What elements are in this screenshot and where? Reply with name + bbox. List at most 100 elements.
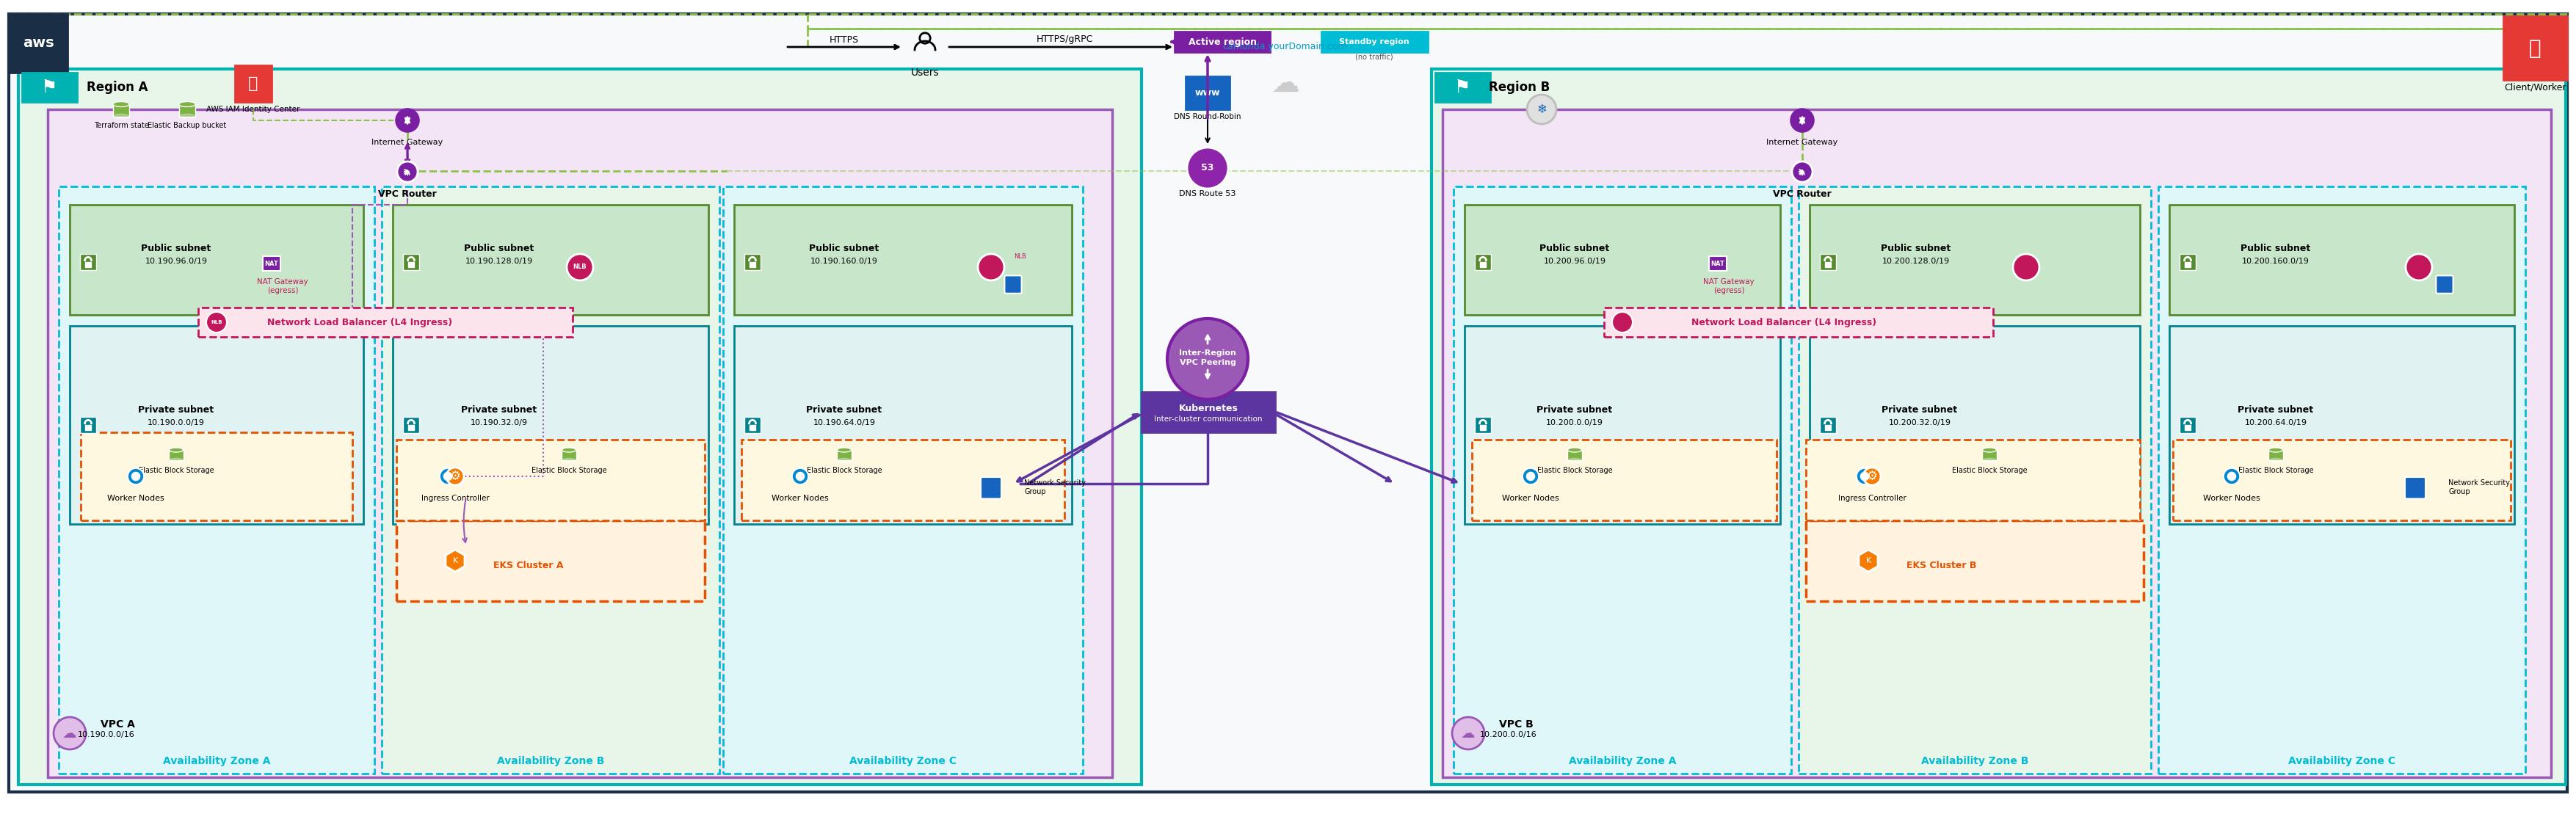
- FancyBboxPatch shape: [1435, 73, 1492, 102]
- Circle shape: [791, 468, 809, 485]
- Circle shape: [206, 312, 227, 333]
- Ellipse shape: [837, 458, 850, 462]
- FancyBboxPatch shape: [234, 65, 270, 102]
- Circle shape: [1613, 312, 1633, 333]
- Text: Private subnet: Private subnet: [1883, 405, 1958, 415]
- Text: K: K: [1865, 557, 1870, 564]
- Text: Terraform state: Terraform state: [93, 122, 149, 130]
- FancyBboxPatch shape: [397, 440, 706, 520]
- Ellipse shape: [562, 458, 577, 462]
- Circle shape: [1167, 319, 1247, 400]
- FancyBboxPatch shape: [1432, 69, 2566, 785]
- Ellipse shape: [178, 102, 196, 107]
- Bar: [263, 257, 281, 271]
- Text: HTTPS: HTTPS: [829, 35, 858, 44]
- FancyBboxPatch shape: [1185, 76, 1229, 110]
- Bar: [1479, 425, 1486, 430]
- FancyBboxPatch shape: [742, 440, 1064, 520]
- Bar: [407, 262, 415, 267]
- Bar: [1824, 425, 1832, 430]
- Text: AWS IAM Identity Center: AWS IAM Identity Center: [206, 105, 299, 113]
- Text: HTTPS/gRPC: HTTPS/gRPC: [1036, 35, 1092, 44]
- Bar: [80, 417, 95, 433]
- Text: Network Security
Group: Network Security Group: [1025, 479, 1084, 495]
- Text: Worker Nodes: Worker Nodes: [773, 495, 829, 502]
- Bar: [1569, 450, 1582, 461]
- Bar: [85, 262, 90, 267]
- FancyBboxPatch shape: [2159, 186, 2524, 773]
- Text: Internet Gateway: Internet Gateway: [371, 139, 443, 146]
- Text: Worker Nodes: Worker Nodes: [1502, 495, 1558, 502]
- Ellipse shape: [1984, 458, 1996, 462]
- Text: Private subnet: Private subnet: [806, 405, 881, 415]
- Text: VPC Peering: VPC Peering: [1180, 359, 1236, 366]
- FancyBboxPatch shape: [23, 73, 77, 102]
- FancyBboxPatch shape: [70, 205, 363, 315]
- Bar: [407, 425, 415, 430]
- FancyBboxPatch shape: [8, 14, 2568, 792]
- Text: Inter-Region: Inter-Region: [1180, 349, 1236, 357]
- Text: Network Security
Group: Network Security Group: [2447, 479, 2509, 495]
- Text: Elastic Backup bucket: Elastic Backup bucket: [147, 122, 227, 130]
- Text: Worker Nodes: Worker Nodes: [108, 495, 165, 502]
- Text: Public subnet: Public subnet: [2241, 244, 2311, 253]
- Ellipse shape: [2269, 458, 2282, 462]
- Text: 🔐: 🔐: [247, 76, 258, 91]
- FancyBboxPatch shape: [80, 432, 353, 520]
- FancyBboxPatch shape: [8, 14, 67, 73]
- Bar: [2179, 254, 2195, 270]
- Text: DNS Round-Robin: DNS Round-Robin: [1175, 113, 1242, 120]
- Text: (egress): (egress): [268, 287, 299, 294]
- Ellipse shape: [837, 448, 850, 452]
- Text: EKS Cluster A: EKS Cluster A: [495, 561, 564, 571]
- Text: VPC Router: VPC Router: [1772, 189, 1832, 198]
- Circle shape: [567, 254, 592, 280]
- Circle shape: [1188, 147, 1229, 189]
- Bar: [80, 254, 95, 270]
- FancyBboxPatch shape: [1175, 32, 1270, 52]
- Circle shape: [446, 467, 464, 485]
- Text: 10.190.64.0/19: 10.190.64.0/19: [814, 419, 876, 426]
- Text: 10.200.64.0/19: 10.200.64.0/19: [2244, 419, 2308, 426]
- FancyBboxPatch shape: [381, 186, 719, 773]
- Text: ⚙: ⚙: [451, 470, 461, 483]
- Text: ☁: ☁: [1461, 726, 1476, 740]
- Text: NLB: NLB: [1015, 252, 1028, 259]
- Text: EKS Cluster B: EKS Cluster B: [1906, 561, 1976, 571]
- Circle shape: [2228, 472, 2236, 481]
- Text: Availability Zone B: Availability Zone B: [1922, 756, 2027, 767]
- Text: 10.200.0.0/16: 10.200.0.0/16: [1481, 731, 1538, 738]
- FancyBboxPatch shape: [1806, 440, 2141, 520]
- Bar: [1824, 262, 1832, 267]
- FancyBboxPatch shape: [2174, 440, 2512, 520]
- Text: Network Load Balancer (L4 Ingress): Network Load Balancer (L4 Ingress): [1692, 318, 1875, 327]
- Text: Users: Users: [912, 68, 940, 78]
- Text: NAT: NAT: [1710, 260, 1726, 267]
- Circle shape: [1862, 467, 1880, 485]
- Bar: [85, 425, 90, 430]
- Text: Elastic Block Storage: Elastic Block Storage: [1953, 466, 2027, 474]
- Circle shape: [1528, 472, 1535, 481]
- Text: Public subnet: Public subnet: [142, 244, 211, 253]
- Text: 10.190.96.0/19: 10.190.96.0/19: [144, 257, 209, 265]
- Bar: [178, 104, 196, 116]
- Text: NAT: NAT: [265, 260, 278, 267]
- Text: Private subnet: Private subnet: [461, 405, 536, 415]
- FancyBboxPatch shape: [1453, 186, 1790, 773]
- Bar: [1479, 262, 1486, 267]
- Bar: [1819, 417, 1837, 433]
- FancyBboxPatch shape: [2406, 477, 2427, 499]
- Text: camunda.yourDomain.com: camunda.yourDomain.com: [1224, 42, 1347, 52]
- Text: ⛰: ⛰: [2530, 38, 2540, 59]
- Bar: [837, 450, 850, 461]
- Circle shape: [1522, 468, 1538, 485]
- Bar: [750, 425, 755, 430]
- Text: 10.200.160.0/19: 10.200.160.0/19: [2241, 257, 2311, 265]
- Text: Public subnet: Public subnet: [809, 244, 878, 253]
- Bar: [2269, 450, 2282, 461]
- Text: Private subnet: Private subnet: [2239, 405, 2313, 415]
- Text: Internet Gateway: Internet Gateway: [1767, 139, 1837, 146]
- Text: (egress): (egress): [1713, 287, 1744, 294]
- Text: Elastic Block Storage: Elastic Block Storage: [2239, 466, 2313, 474]
- Text: Public subnet: Public subnet: [1540, 244, 1610, 253]
